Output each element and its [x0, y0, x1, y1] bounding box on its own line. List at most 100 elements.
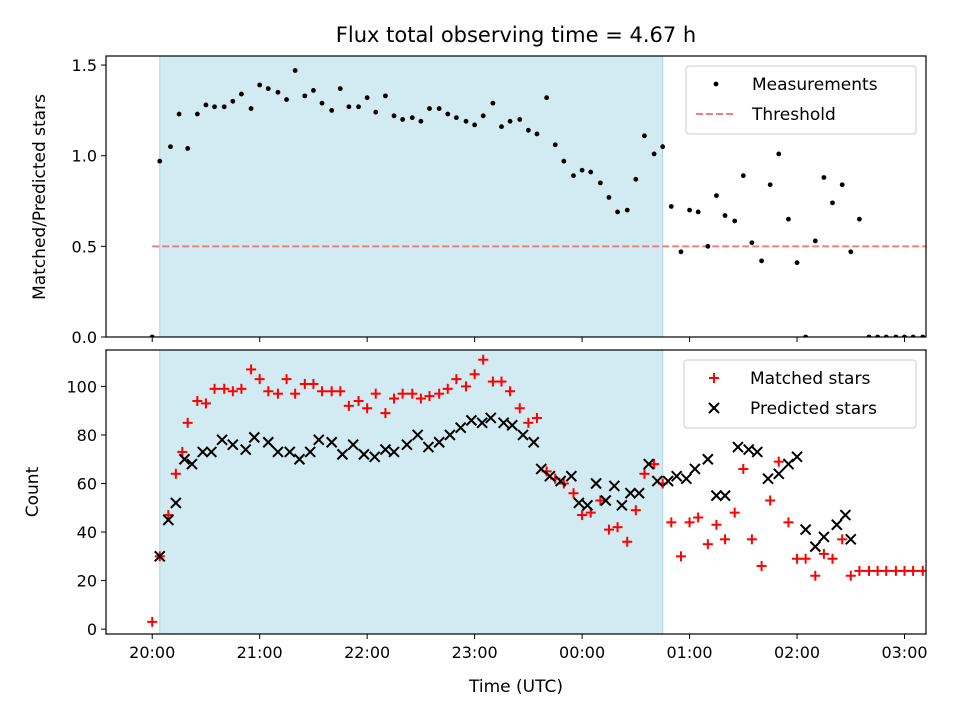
measurement-point [624, 207, 630, 213]
predicted-star-point [651, 475, 664, 487]
x-b [411, 429, 424, 441]
matched-star-point [272, 388, 283, 399]
matched-star-point [335, 386, 346, 397]
top-panel: 0.0 0.5 1.0 1.5 Measurements Threshold [72, 55, 960, 347]
measurement-point [292, 68, 298, 73]
x-b [554, 475, 567, 487]
x-tick-label: 03:00 [881, 643, 927, 662]
predicted-star-point [719, 489, 731, 502]
measurement-point [230, 98, 236, 104]
matched-star-point [666, 517, 677, 528]
matched-star-point [872, 565, 883, 576]
matched-star-point [170, 468, 181, 479]
measurement-point [356, 104, 361, 110]
matched-star-point [603, 524, 614, 535]
legend-label: Matched stars [750, 369, 870, 389]
predicted-star-point [248, 431, 261, 444]
x-axis-label: Time (UTC) [468, 677, 563, 697]
predicted-star-point [818, 531, 830, 543]
matched-star-point [200, 398, 211, 409]
measurement-point [668, 204, 674, 209]
matched-star-point [451, 374, 462, 385]
matched-star-point [370, 388, 381, 399]
predicted-star-point [680, 472, 693, 485]
x-b [178, 453, 191, 465]
predicted-star-point [809, 540, 822, 553]
matched-star-point [935, 566, 945, 576]
measurement-point [427, 106, 432, 111]
matched-star-point [773, 456, 784, 467]
measurement-point [812, 238, 818, 244]
legend-marker-measurements [713, 81, 719, 87]
measurement-point [651, 151, 657, 157]
measurement-point [606, 195, 612, 200]
measurement-point [856, 216, 862, 222]
matched-star-point [649, 459, 660, 470]
measurement-point [176, 111, 182, 117]
matched-star-point [317, 386, 328, 397]
x-b [506, 419, 518, 431]
x-b [544, 470, 556, 482]
x-tick-label: 22:00 [344, 643, 390, 662]
matched-star-point [729, 507, 740, 518]
predicted-star-point [573, 497, 585, 509]
predicted-star-point [670, 470, 683, 482]
y-tick-label: 1.5 [72, 56, 97, 75]
x-b [433, 436, 445, 448]
x-b [205, 446, 218, 458]
matched-star-point [192, 395, 203, 406]
x-b [799, 523, 812, 536]
y-tick-label: 40 [77, 523, 97, 542]
measurement-point [571, 173, 576, 179]
matched-star-point [514, 403, 525, 414]
predicted-star-point [643, 458, 655, 470]
predicted-star-point [170, 497, 182, 509]
matched-star-point [353, 395, 364, 406]
predicted-star-point [608, 480, 621, 492]
measurement-point [633, 176, 639, 182]
x-tick-label: 20:00 [129, 643, 175, 662]
y-tick-label: 80 [77, 426, 97, 445]
x-b [262, 436, 274, 448]
matched-star-point [236, 383, 247, 394]
predicted-star-point [422, 441, 435, 453]
predicted-star-point [751, 446, 763, 458]
x-b [643, 458, 655, 470]
x-b [689, 463, 701, 475]
plot-area [147, 354, 955, 627]
matched-star-point [182, 417, 193, 428]
predicted-star-point [581, 499, 594, 512]
x-b [732, 441, 744, 453]
bottom-ylabel: Count [23, 466, 43, 517]
measurement-point [463, 118, 469, 124]
matched-star-point [738, 463, 749, 474]
predicted-star-point [497, 417, 510, 429]
matched-star-point [845, 570, 856, 581]
matched-star-point [945, 566, 955, 576]
x-b [284, 446, 296, 458]
predicted-star-point [197, 446, 209, 458]
measurement-point [248, 106, 254, 111]
measurement-point [956, 335, 960, 340]
predicted-star-point [565, 470, 578, 482]
measurement-point [436, 106, 442, 111]
matched-star-point [505, 386, 516, 397]
x-b [633, 487, 645, 499]
predicted-star-point [293, 453, 306, 465]
y-tick-label: 0.5 [72, 237, 97, 256]
x-b [162, 514, 175, 526]
x-tick-label: 21:00 [237, 643, 283, 662]
predicted-star-point [216, 434, 228, 446]
x-b [535, 463, 547, 475]
x-b [401, 438, 413, 451]
measurement-point [507, 118, 513, 124]
matched-star-point [523, 417, 534, 428]
measurement-point [418, 118, 424, 124]
x-b [573, 497, 585, 509]
x-b [590, 477, 602, 490]
matched-star-point [147, 616, 158, 627]
matched-star-point [899, 565, 910, 576]
x-b [304, 446, 316, 458]
matched-star-point [810, 570, 821, 581]
